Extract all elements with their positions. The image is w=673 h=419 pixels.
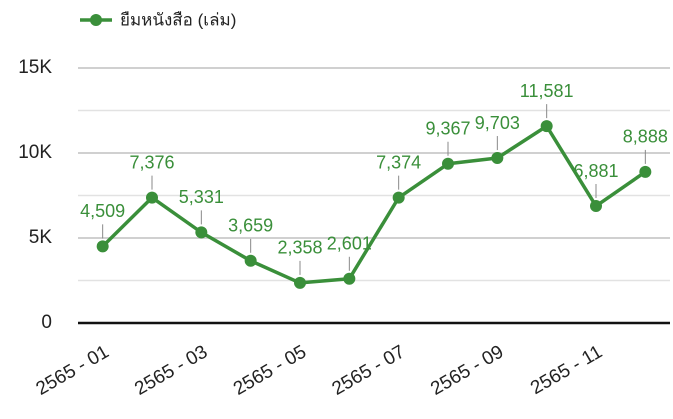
point: [590, 200, 602, 213]
x-tick-label: 2565 - 01: [33, 341, 113, 399]
point: [442, 157, 454, 170]
data-label: 6,881: [573, 161, 618, 181]
data-label: 5,331: [179, 187, 224, 207]
point: [294, 276, 306, 289]
point: [96, 240, 109, 253]
data-label: 7,376: [129, 152, 174, 172]
point: [244, 254, 257, 267]
point: [146, 191, 158, 204]
line: [101, 124, 647, 285]
data-label: 4,509: [80, 201, 125, 221]
x-tick-label: 2565 - 09: [427, 341, 507, 399]
x-tick-label: 2565 - 11: [527, 341, 606, 399]
y-tick-label: 10K: [18, 142, 52, 163]
point: [540, 120, 553, 133]
y-tick-label: 15K: [18, 57, 52, 78]
point: [195, 226, 208, 239]
x-tick-label: 2565 - 07: [329, 341, 409, 399]
data-label: 9,367: [425, 119, 470, 139]
legend-label: ยืมหนังสือ (เล่ม): [120, 10, 236, 29]
data-label: 7,374: [376, 152, 421, 172]
legend-marker: [90, 14, 102, 26]
data-label: 3,659: [228, 216, 273, 236]
data-label: 2,601: [327, 234, 372, 254]
data-label: 11,581: [520, 81, 574, 101]
y-tick-label: 0: [41, 312, 52, 333]
point: [392, 191, 405, 204]
data-label: 2,358: [277, 238, 322, 258]
point: [639, 165, 652, 178]
data-label: 8,888: [623, 127, 668, 147]
data-label: 9,703: [475, 113, 520, 133]
point: [343, 272, 356, 285]
y-tick-label: 5K: [29, 227, 53, 248]
x-tick-label: 2565 - 03: [131, 341, 211, 399]
x-tick-label: 2565 - 05: [230, 341, 310, 399]
point: [491, 152, 504, 165]
